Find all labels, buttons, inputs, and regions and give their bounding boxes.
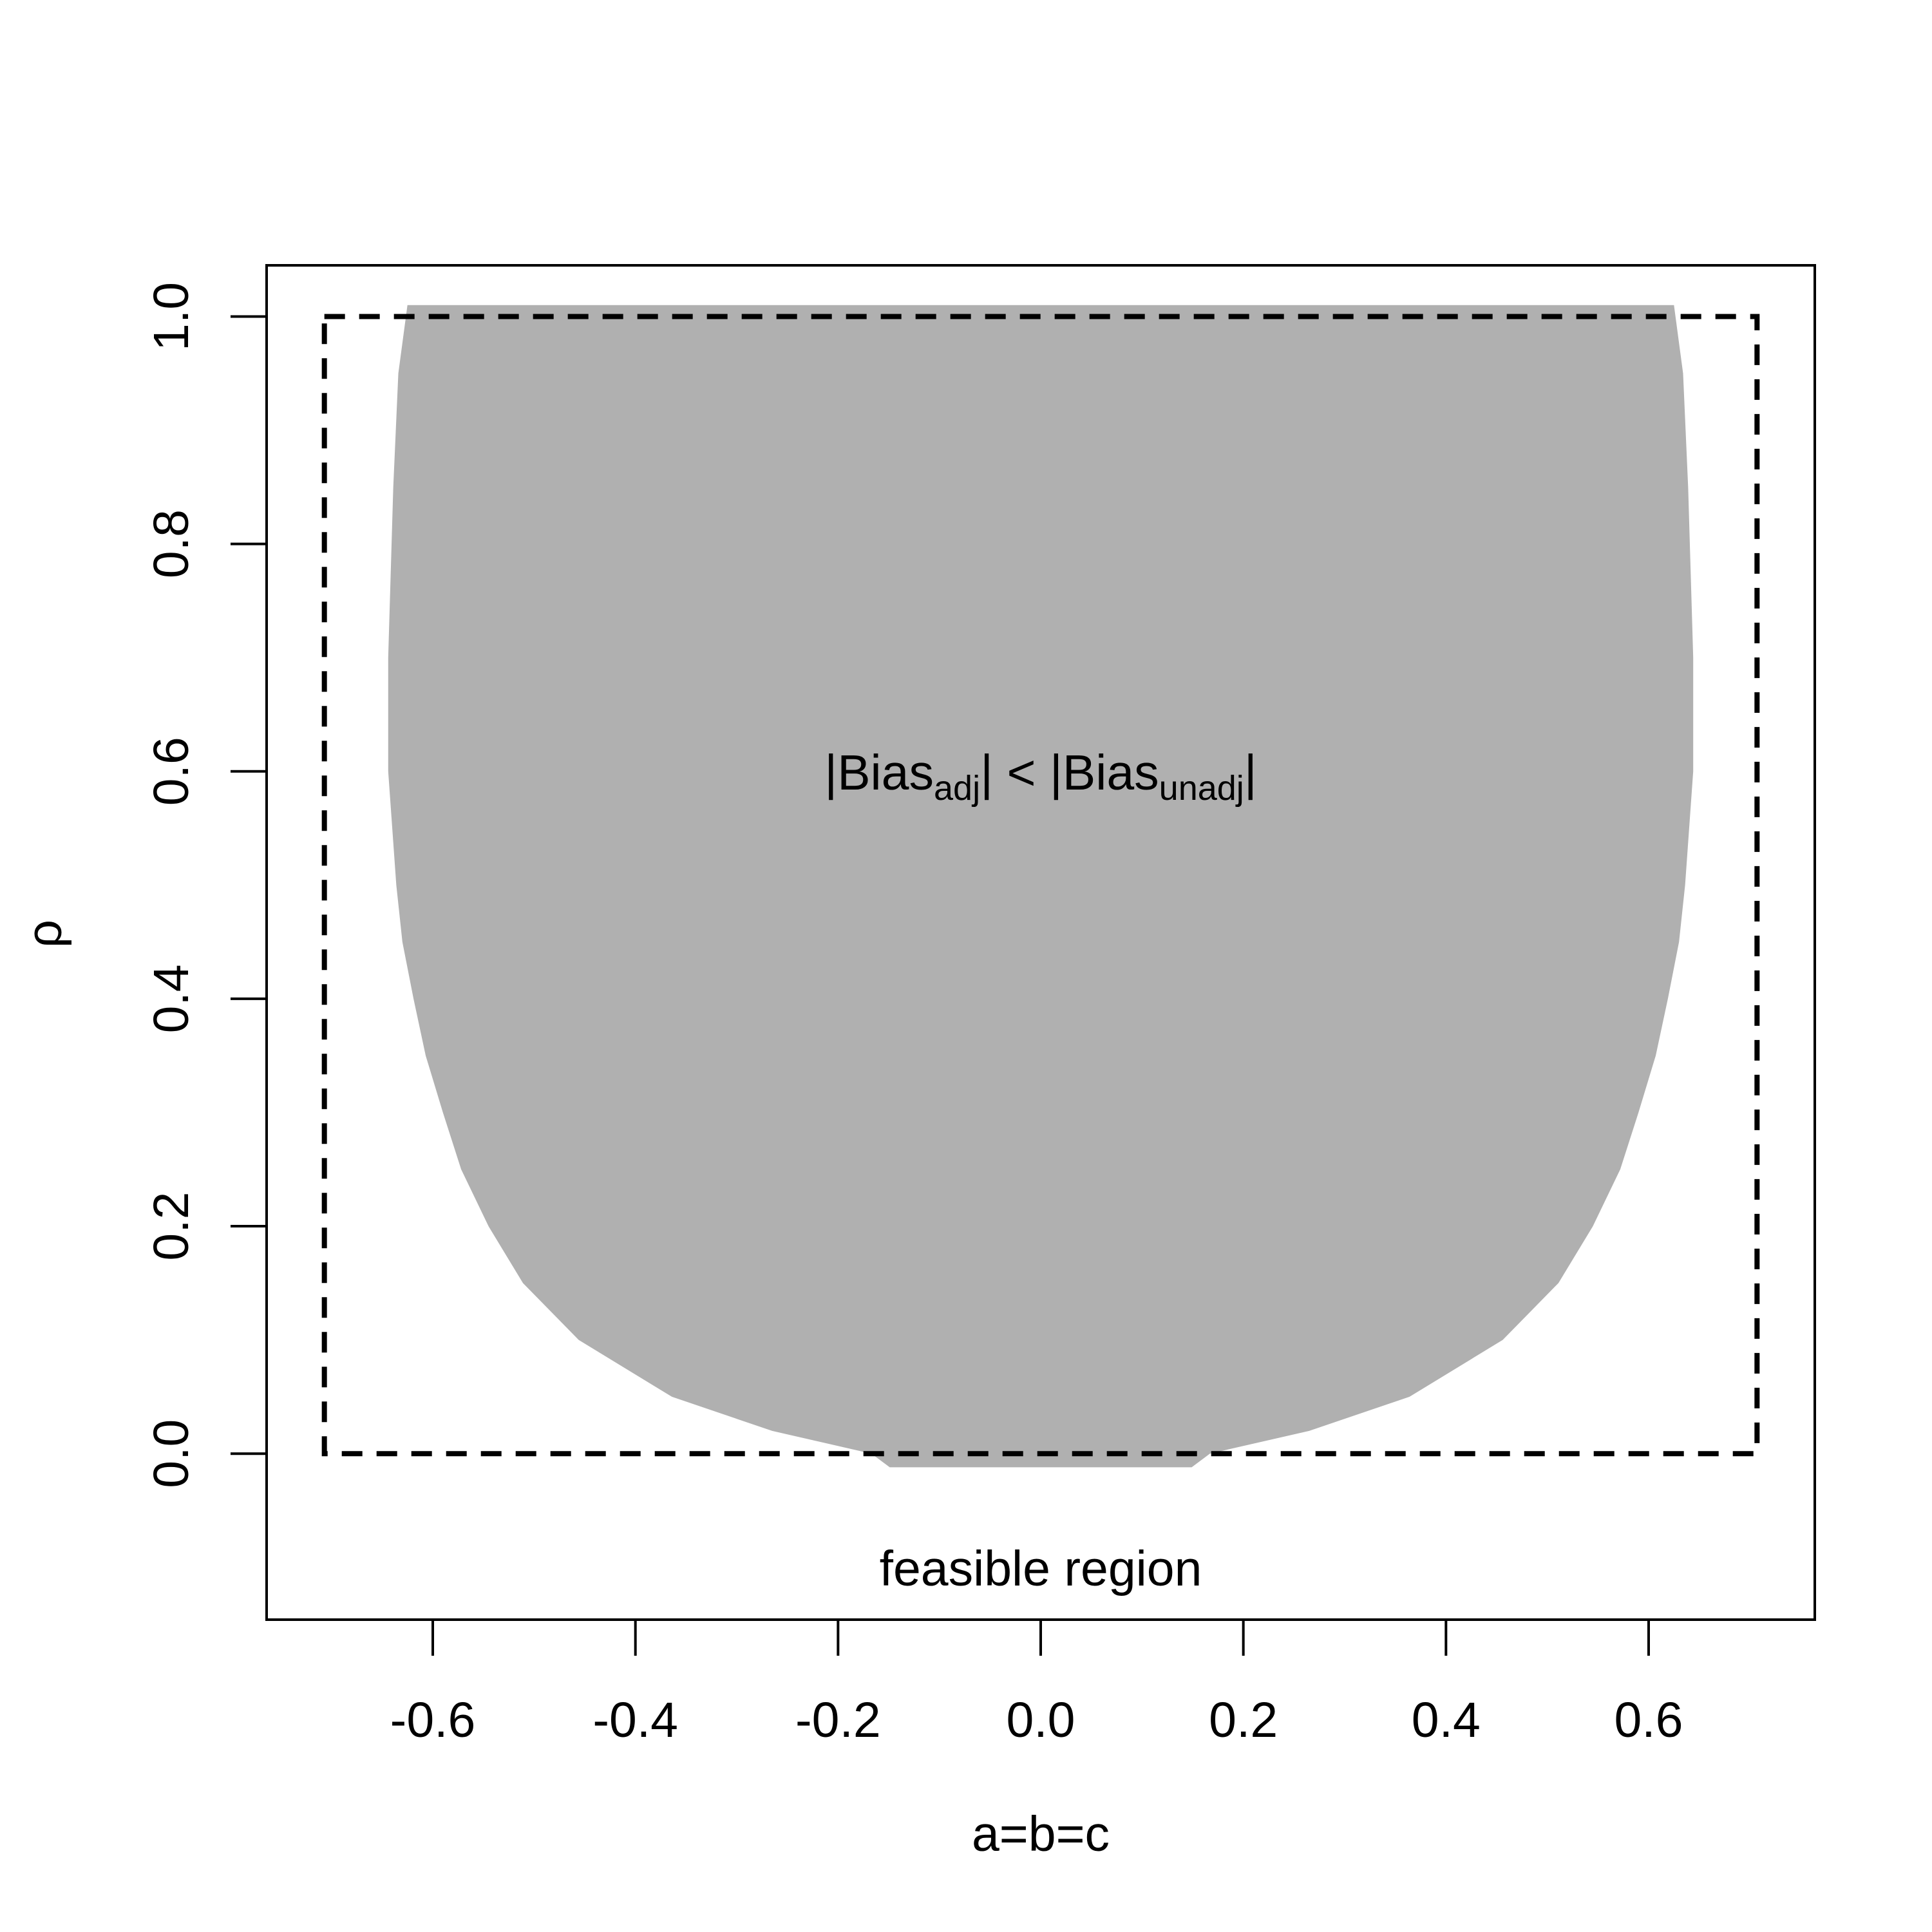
y-tick-label: 0.2: [144, 1192, 199, 1261]
x-tick-label: -0.2: [795, 1692, 881, 1748]
feasible-box: [321, 314, 1760, 1457]
y-tick-label: 0.0: [144, 1419, 199, 1488]
x-axis-title: a=b=c: [972, 1806, 1110, 1862]
annotation-part: |: [1244, 745, 1257, 800]
y-tick-label: 1.0: [144, 282, 199, 351]
annotation-part: |: [1050, 745, 1063, 800]
y-tick-label: 0.8: [144, 509, 199, 578]
y-axis-title: ρ: [17, 920, 72, 948]
annotation-part: adj: [934, 769, 980, 808]
box-label: feasible region: [880, 1541, 1202, 1596]
annotation-part: Bias: [837, 745, 934, 800]
x-tick-label: 0.0: [1006, 1692, 1075, 1748]
x-tick-label: 0.2: [1209, 1692, 1278, 1748]
annotation-part: |: [980, 745, 993, 800]
x-tick-label: -0.4: [592, 1692, 678, 1748]
x-tick-label: 0.6: [1614, 1692, 1683, 1748]
y-tick-label: 0.6: [144, 737, 199, 806]
x-tick-label: 0.4: [1412, 1692, 1481, 1748]
annotation-part: Bias: [1063, 745, 1159, 800]
annotation-part: |: [824, 745, 837, 800]
x-tick-label: -0.6: [390, 1692, 476, 1748]
feasible-set-region: [388, 305, 1694, 1468]
region-annotation: |Biasadj| < |Biasunadj|: [824, 745, 1257, 808]
annotation-part: <: [993, 745, 1050, 800]
annotation-part: unadj: [1159, 769, 1244, 808]
y-tick-label: 0.4: [144, 964, 199, 1033]
